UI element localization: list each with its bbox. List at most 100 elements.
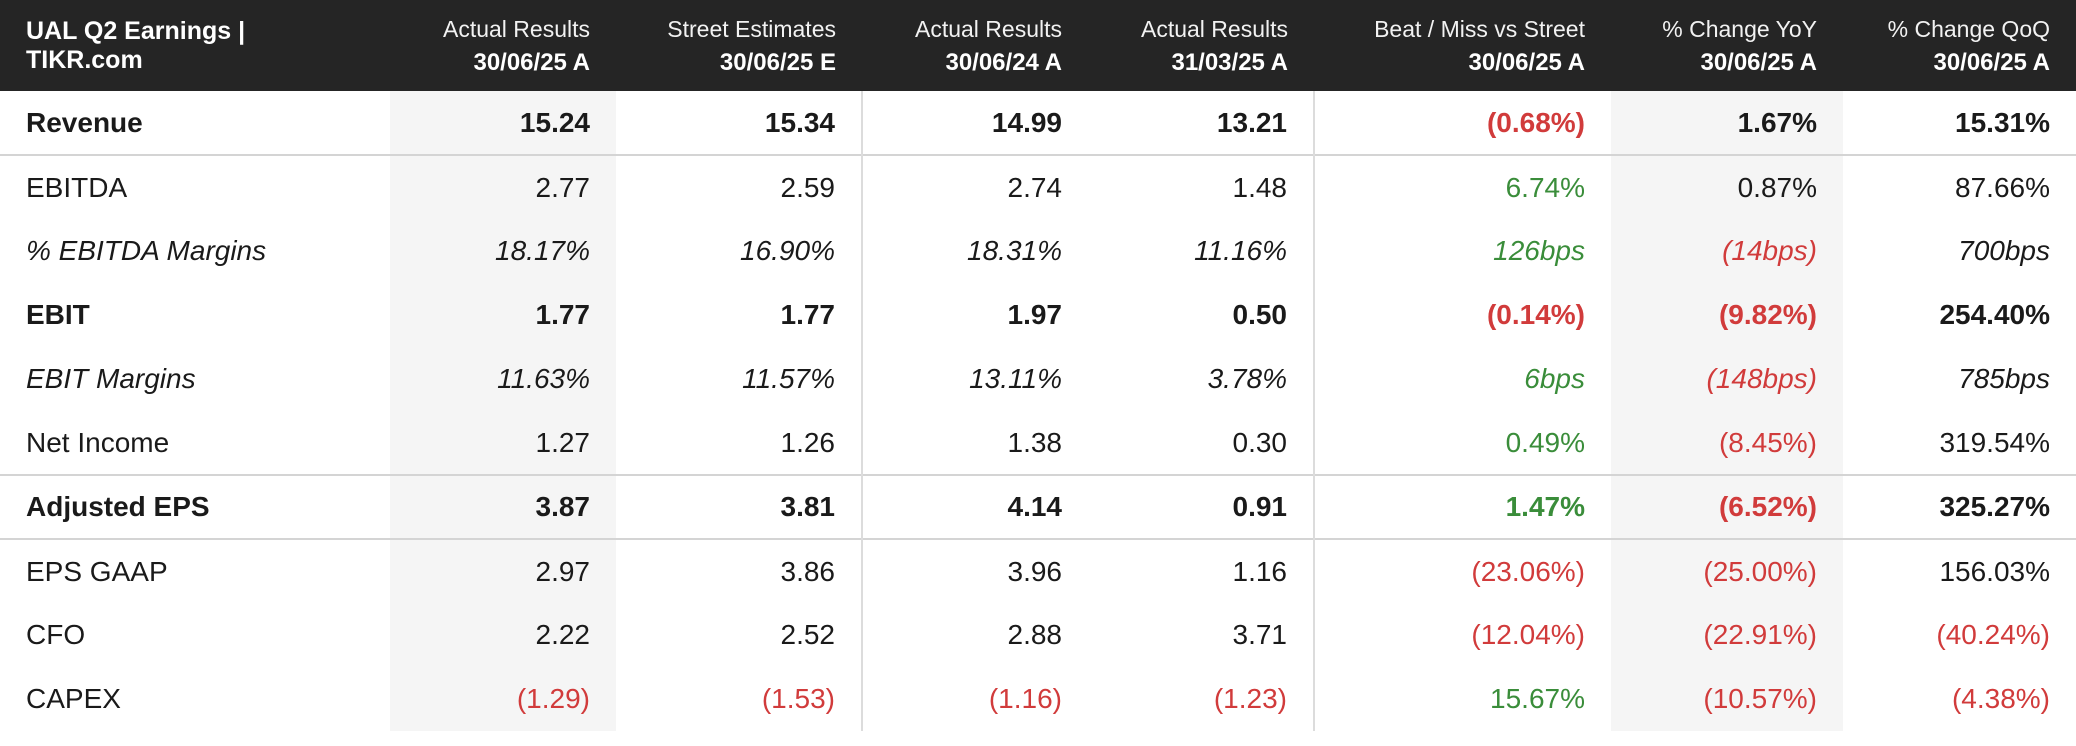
column-header-top: Actual Results	[442, 15, 590, 42]
table-cell: 15.34	[764, 106, 835, 138]
table-cell: 126bps	[1313, 219, 1611, 283]
column-header-top: Street Estimates	[667, 15, 836, 42]
table-cell: 15.67%	[1313, 667, 1611, 731]
column-header-bottom: 30/06/25 A	[1468, 48, 1585, 76]
table-row-ebit: EBIT 1.77 1.77 1.97 0.50 (0.14%) (9.82%)…	[0, 283, 2076, 347]
column-header: Actual Results 30/06/24 A	[862, 0, 1088, 91]
table-cell: 1.38	[861, 411, 1088, 475]
column-header-bottom: 30/06/25 A	[1933, 48, 2050, 76]
table-cell: 4.14	[861, 474, 1088, 539]
row-label: % EBITDA Margins	[26, 235, 267, 266]
table-row-cfo: CFO 2.22 2.52 2.88 3.71 (12.04%) (22.91%…	[0, 603, 2076, 667]
column-header-bottom: 30/06/25 E	[719, 48, 836, 76]
table-cell: 0.87%	[1611, 154, 1843, 219]
column-header: Street Estimates 30/06/25 E	[616, 0, 862, 91]
table-cell: 11.57%	[742, 363, 835, 394]
table-cell: 11.63%	[390, 347, 616, 411]
table-cell: (1.23)	[1213, 683, 1287, 714]
table-cell: (4.38%)	[1951, 683, 2050, 714]
column-header: % Change QoQ 30/06/25 A	[1843, 0, 2076, 91]
table-header-row: UAL Q2 Earnings | TIKR.com Actual Result…	[0, 0, 2076, 91]
earnings-table-container: UAL Q2 Earnings | TIKR.com Actual Result…	[0, 0, 2076, 731]
row-label: Adjusted EPS	[0, 474, 390, 539]
column-header-top: Actual Results	[1140, 15, 1288, 42]
table-cell: (9.82%)	[1611, 283, 1843, 347]
table-cell: (10.57%)	[1611, 667, 1843, 731]
table-cell: (12.04%)	[1313, 603, 1611, 667]
table-row-net-income: Net Income 1.27 1.26 1.38 0.30 0.49% (8.…	[0, 411, 2076, 475]
table-cell: 156.03%	[1843, 538, 2076, 603]
table-cell: 1.67%	[1611, 91, 1843, 155]
table-cell: 785bps	[1958, 363, 2050, 394]
table-cell: (1.29)	[390, 667, 616, 731]
column-header-top: Actual Results	[914, 15, 1062, 42]
column-header: Actual Results 30/06/25 A	[390, 0, 616, 91]
table-cell: 18.17%	[390, 219, 616, 283]
table-cell: (1.16)	[861, 667, 1088, 731]
table-cell: 2.97	[390, 538, 616, 603]
table-cell: 2.59	[616, 154, 862, 219]
table-cell: 3.78%	[1207, 363, 1287, 394]
table-cell: 0.91	[1088, 474, 1314, 539]
row-label: EBIT	[26, 299, 90, 330]
table-row-revenue: Revenue 15.24 15.34 14.99 13.21 (0.68%) …	[0, 91, 2076, 155]
table-cell: 3.87	[390, 474, 616, 539]
row-label: CAPEX	[26, 683, 121, 714]
row-label: CFO	[26, 619, 86, 650]
column-header-top: % Change QoQ	[1887, 15, 2050, 42]
table-cell: 3.96	[861, 538, 1088, 603]
table-cell: 1.27	[390, 411, 616, 475]
row-label: EBITDA	[0, 154, 390, 219]
column-header-top: % Change YoY	[1662, 15, 1817, 42]
table-cell: 254.40%	[1939, 299, 2050, 330]
table-row-ebitda-margins: % EBITDA Margins 18.17% 16.90% 18.31% 11…	[0, 219, 2076, 283]
table-cell: (8.45%)	[1611, 411, 1843, 475]
earnings-table: UAL Q2 Earnings | TIKR.com Actual Result…	[0, 0, 2076, 731]
table-cell: (25.00%)	[1611, 538, 1843, 603]
column-header: Beat / Miss vs Street 30/06/25 A	[1314, 0, 1611, 91]
table-cell: 2.77	[390, 154, 616, 219]
table-cell: (23.06%)	[1313, 538, 1611, 603]
table-cell: (14bps)	[1611, 219, 1843, 283]
table-cell: 2.22	[390, 603, 616, 667]
table-cell: 6bps	[1313, 347, 1611, 411]
row-label: EPS GAAP	[0, 538, 390, 603]
table-cell: 1.48	[1088, 154, 1314, 219]
table-cell: 319.54%	[1939, 426, 2050, 458]
table-cell: 3.81	[616, 474, 862, 539]
column-header-bottom: 31/03/25 A	[1171, 48, 1288, 76]
table-cell: 18.31%	[861, 219, 1088, 283]
table-cell: (1.53)	[761, 683, 835, 714]
table-cell: 2.88	[861, 603, 1088, 667]
table-cell: 14.99	[861, 91, 1088, 155]
table-row-eps-gaap: EPS GAAP 2.97 3.86 3.96 1.16 (23.06%) (2…	[0, 538, 2076, 603]
column-header: Actual Results 31/03/25 A	[1088, 0, 1314, 91]
table-cell: 1.47%	[1313, 474, 1611, 539]
row-label: Net Income	[26, 426, 170, 458]
table-cell: 13.11%	[861, 347, 1088, 411]
table-cell: 15.31%	[1955, 106, 2050, 138]
table-cell: 2.52	[780, 619, 836, 650]
column-header-bottom: 30/06/24 A	[945, 48, 1062, 76]
table-cell: (0.68%)	[1313, 91, 1611, 155]
table-row-ebitda: EBITDA 2.77 2.59 2.74 1.48 6.74% 0.87% 8…	[0, 154, 2076, 219]
table-cell: 1.26	[780, 426, 836, 458]
table-cell: (22.91%)	[1611, 603, 1843, 667]
row-label: Revenue	[26, 106, 143, 138]
table-cell: 1.16	[1088, 538, 1314, 603]
table-cell: 16.90%	[740, 235, 835, 266]
table-cell: 1.97	[861, 283, 1088, 347]
table-cell: 1.77	[390, 283, 616, 347]
table-cell: 0.30	[1232, 426, 1288, 458]
table-cell: 700bps	[1958, 235, 2050, 266]
table-cell: 0.50	[1232, 299, 1288, 330]
table-cell: (0.14%)	[1313, 283, 1611, 347]
column-header-top: Beat / Miss vs Street	[1374, 15, 1585, 42]
table-row-capex: CAPEX (1.29) (1.53) (1.16) (1.23) 15.67%…	[0, 667, 2076, 731]
table-row-ebit-margins: EBIT Margins 11.63% 11.57% 13.11% 3.78% …	[0, 347, 2076, 411]
column-header-bottom: 30/06/25 A	[473, 48, 590, 76]
column-header: % Change YoY 30/06/25 A	[1611, 0, 1843, 91]
table-cell: (40.24%)	[1936, 619, 2050, 650]
table-cell: (148bps)	[1611, 347, 1843, 411]
table-cell: 11.16%	[1194, 235, 1287, 266]
